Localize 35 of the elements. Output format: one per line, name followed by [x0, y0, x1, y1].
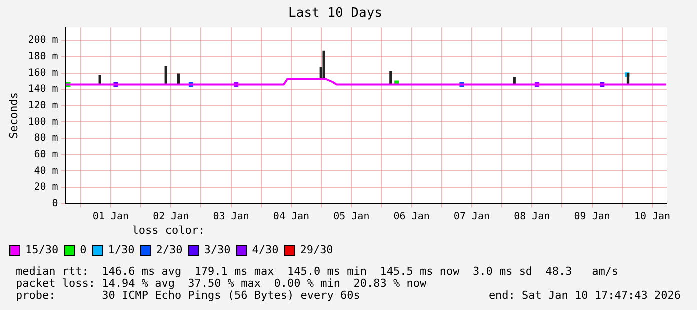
x-tick-label: 05 Jan	[334, 211, 370, 222]
chart-title: Last 10 Days	[288, 6, 382, 22]
x-tick-label: 09 Jan	[574, 211, 610, 222]
legend-label: 29/30	[300, 243, 334, 256]
text: probe: 30 ICMP Echo Pings (56 Bytes) every 60s	[16, 289, 360, 302]
x-tick-label: 07 Jan	[454, 211, 490, 222]
x-tick-label: 02 Jan	[153, 211, 190, 222]
y-tick-label: 140 m	[28, 84, 58, 96]
y-tick-label: 120 m	[28, 100, 58, 112]
x-tick-label: 01 Jan	[92, 211, 130, 222]
text: packet loss: 14.94 % avg 37.50 % max 0.00 % min 20.83 % now	[16, 277, 427, 290]
text: end: Sat Jan 10 17:47:43 2026	[488, 289, 681, 302]
y-tick-label: 0	[52, 198, 58, 210]
y-tick-label: 200 m	[28, 35, 58, 46]
legend-label: 2/30	[156, 243, 183, 256]
x-tick-label: 04 Jan	[273, 211, 310, 222]
x-tick-label: 03 Jan	[213, 211, 250, 222]
y-tick-label: 60 m	[34, 149, 58, 160]
legend-label: 3/30	[204, 243, 231, 256]
text: median rtt: 146.6 ms avg 179.1 ms max 145.0 ms min 145.5 ms now 3.0 ms sd 48.3 am/s	[16, 265, 619, 278]
y-tick-label: 100 m	[28, 116, 58, 128]
legend-label: 0	[80, 243, 87, 256]
x-tick-label: 06 Jan	[394, 211, 430, 222]
y-axis-title: Seconds	[7, 92, 20, 139]
legend-title: loss color:	[132, 224, 206, 238]
x-tick-label: 08 Jan	[514, 211, 550, 222]
legend-label: 1/30	[108, 243, 135, 256]
y-tick-label: 20 m	[34, 182, 58, 194]
legend-label: 4/30	[252, 243, 279, 256]
y-tick-label: 40 m	[34, 166, 58, 177]
x-tick-label: 10 Jan	[634, 211, 671, 222]
y-tick-label: 80 m	[34, 133, 58, 144]
legend-label: 15/30	[26, 243, 59, 256]
y-tick-label: 180 m	[28, 52, 58, 63]
y-tick-label: 160 m	[28, 68, 58, 79]
